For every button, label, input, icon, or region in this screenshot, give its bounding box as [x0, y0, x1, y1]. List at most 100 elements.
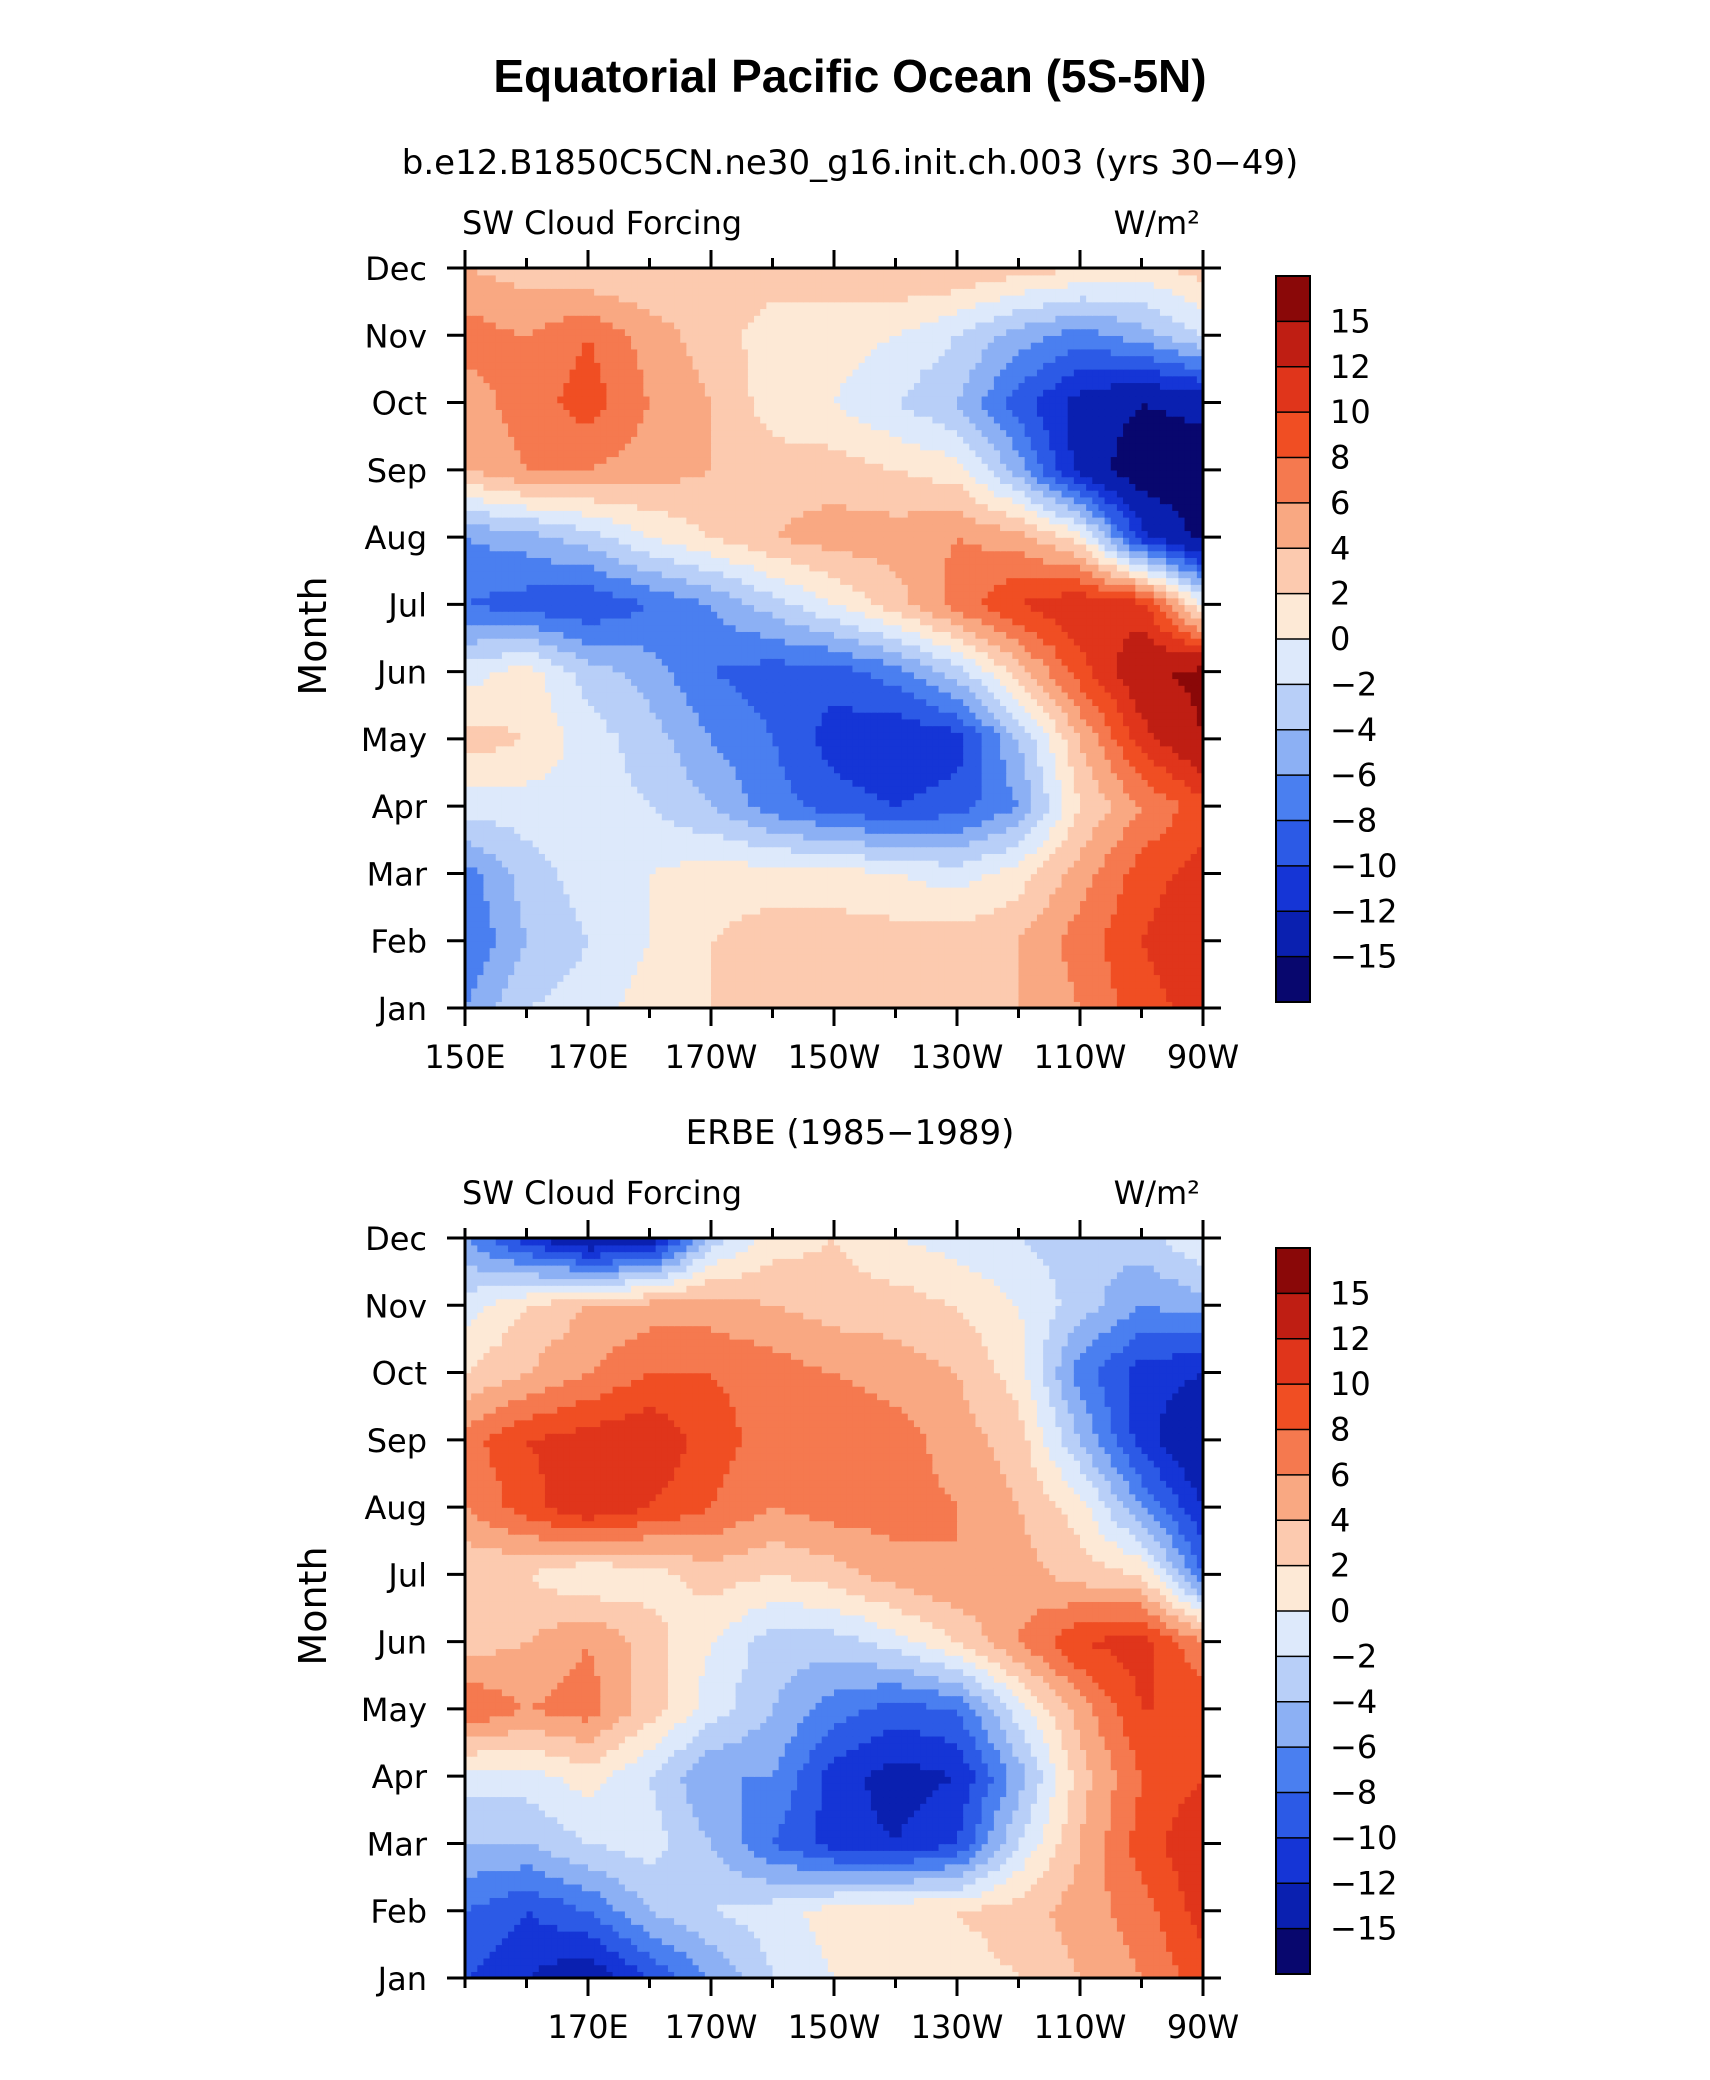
heatmap-cell: [816, 752, 823, 759]
heatmap-cell: [1142, 766, 1149, 773]
heatmap-cell: [742, 793, 749, 800]
heatmap-cell: [1148, 773, 1155, 780]
heatmap-cell: [594, 847, 601, 854]
heatmap-cell: [975, 853, 982, 860]
heatmap-cell: [551, 853, 558, 860]
heatmap-cell: [1160, 746, 1167, 753]
heatmap-cell: [668, 927, 675, 934]
heatmap-cell: [545, 766, 552, 773]
heatmap-cell: [502, 954, 509, 961]
heatmap-cell: [668, 732, 675, 739]
heatmap-cell: [527, 853, 534, 860]
heatmap-cell: [637, 941, 644, 948]
heatmap-cell: [754, 840, 761, 847]
heatmap-cell: [1166, 840, 1173, 847]
heatmap-cell: [600, 853, 607, 860]
heatmap-cell: [1080, 766, 1087, 773]
heatmap-cell: [920, 934, 927, 941]
heatmap-cell: [785, 766, 792, 773]
heatmap-cell: [539, 853, 546, 860]
heatmap-cell: [1074, 759, 1081, 766]
heatmap-cell: [1025, 793, 1032, 800]
heatmap-cell: [988, 947, 995, 954]
heatmap-cell: [686, 779, 693, 786]
heatmap-cell: [1148, 867, 1155, 874]
heatmap-cell: [650, 813, 657, 820]
heatmap-cell: [840, 853, 847, 860]
heatmap-cell: [1055, 974, 1062, 981]
heatmap-cell: [1068, 739, 1075, 746]
heatmap-cell: [705, 921, 712, 928]
heatmap-cell: [527, 860, 534, 867]
heatmap-cell: [637, 847, 644, 854]
heatmap-cell: [686, 752, 693, 759]
heatmap-cell: [859, 974, 866, 981]
heatmap-cell: [1191, 968, 1198, 975]
heatmap-cell: [1062, 746, 1069, 753]
heatmap-cell: [963, 914, 970, 921]
heatmap-cell: [656, 941, 663, 948]
heatmap-cell: [809, 941, 816, 948]
heatmap-cell: [717, 820, 724, 827]
heatmap-cell: [932, 853, 939, 860]
heatmap-cell: [619, 873, 626, 880]
heatmap-cell: [551, 907, 558, 914]
heatmap-cell: [686, 914, 693, 921]
heatmap-cell: [1080, 779, 1087, 786]
heatmap-cell: [582, 900, 589, 907]
heatmap-cell: [809, 759, 816, 766]
heatmap-cell: [742, 840, 749, 847]
heatmap-cell: [859, 773, 866, 780]
heatmap-cell: [1123, 813, 1130, 820]
heatmap-cell: [766, 833, 773, 840]
heatmap-cell: [1006, 934, 1013, 941]
heatmap-cell: [1037, 988, 1044, 995]
heatmap-cell: [1154, 900, 1161, 907]
heatmap-cell: [613, 840, 620, 847]
heatmap-cell: [619, 820, 626, 827]
heatmap-cell: [871, 914, 878, 921]
heatmap-cell: [570, 813, 577, 820]
heatmap-cell: [1043, 914, 1050, 921]
heatmap-cell: [1049, 779, 1056, 786]
heatmap-cell: [822, 988, 829, 995]
heatmap-cell: [650, 954, 657, 961]
heatmap-cell: [723, 739, 730, 746]
heatmap-cell: [1135, 914, 1142, 921]
heatmap-cell: [570, 752, 577, 759]
heatmap-cell: [791, 921, 798, 928]
heatmap-cell: [643, 725, 650, 732]
heatmap-cell: [477, 833, 484, 840]
heatmap-cell: [969, 732, 976, 739]
heatmap-cell: [1160, 880, 1167, 887]
heatmap-cell: [1080, 833, 1087, 840]
heatmap-cell: [643, 974, 650, 981]
heatmap-cell: [834, 887, 841, 894]
heatmap-cell: [711, 813, 718, 820]
heatmap-cell: [570, 995, 577, 1002]
heatmap-cell: [926, 752, 933, 759]
heatmap-cell: [508, 793, 515, 800]
heatmap-cell: [1000, 947, 1007, 954]
heatmap-cell: [483, 894, 490, 901]
heatmap-cell: [822, 921, 829, 928]
heatmap-cell: [852, 853, 859, 860]
heatmap-cell: [496, 880, 503, 887]
heatmap-cell: [908, 887, 915, 894]
heatmap-cell: [1105, 826, 1112, 833]
heatmap-cell: [600, 806, 607, 813]
heatmap-cell: [557, 968, 564, 975]
heatmap-cell: [883, 813, 890, 820]
heatmap-cell: [705, 779, 712, 786]
heatmap-cell: [1025, 860, 1032, 867]
heatmap-cell: [939, 981, 946, 988]
heatmap-cell: [840, 746, 847, 753]
heatmap-cell: [969, 786, 976, 793]
heatmap-cell: [1160, 927, 1167, 934]
heatmap-cell: [742, 921, 749, 928]
heatmap-cell: [662, 746, 669, 753]
heatmap-cell: [1031, 941, 1038, 948]
heatmap-cell: [779, 732, 786, 739]
heatmap-cell: [736, 867, 743, 874]
heatmap-cell: [668, 799, 675, 806]
